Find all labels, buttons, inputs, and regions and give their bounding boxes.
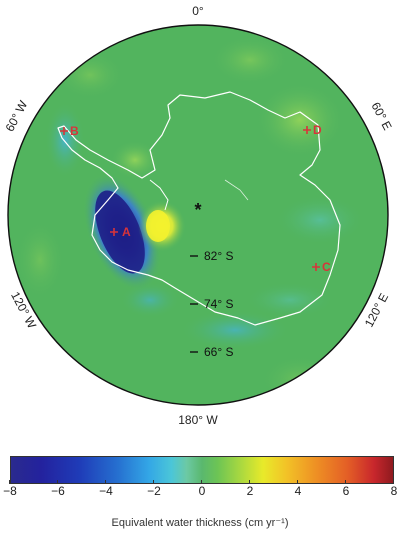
map-border — [7, 24, 389, 406]
antarctica-map: * A B C D 82° S 74° S 66° S 0° 180° W 60… — [3, 4, 395, 427]
longitude-label-60w: 60° W — [3, 98, 31, 134]
mass-change-field — [8, 25, 388, 405]
longitude-label-0: 0° — [192, 4, 204, 18]
colorbar-tick-label: 4 — [283, 480, 313, 498]
colorbar-tick-label: 8 — [379, 480, 400, 498]
ice-shelf-edge-east — [224, 179, 249, 201]
colorbar-ticks: −8 −6 −4 −2 0 2 4 6 8 — [3, 480, 397, 504]
longitude-label-180w: 180° W — [178, 413, 218, 427]
longitude-label-60e: 60° E — [368, 100, 394, 133]
colorbar-tick-label: 0 — [187, 480, 217, 498]
colorbar-tick-label: −6 — [43, 480, 73, 498]
station-b-label: B — [70, 124, 79, 138]
station-a — [110, 228, 118, 236]
ice-shelf-edge — [149, 179, 169, 211]
station-c-label: C — [322, 260, 331, 274]
latitude-label-82: 82° S — [204, 249, 233, 263]
colorbar-tick-label: −8 — [0, 480, 25, 498]
colorbar-tick-label: −2 — [139, 480, 169, 498]
station-b — [60, 127, 68, 135]
colorbar-tick-label: 2 — [235, 480, 265, 498]
latitude-label-74: 74° S — [204, 297, 233, 311]
station-d-label: D — [313, 123, 322, 137]
colorbar — [10, 456, 394, 484]
station-c — [312, 263, 320, 271]
colorbar-tick-label: 6 — [331, 480, 361, 498]
south-pole-marker: * — [194, 200, 201, 220]
station-a-label: A — [122, 225, 131, 239]
antarctic-coastline — [57, 91, 341, 326]
station-d — [303, 126, 311, 134]
latitude-label-66: 66° S — [204, 345, 233, 359]
colorbar-label: Equivalent water thickness (cm yr⁻¹) — [111, 517, 289, 529]
colorbar-tick-label: −4 — [91, 480, 121, 498]
